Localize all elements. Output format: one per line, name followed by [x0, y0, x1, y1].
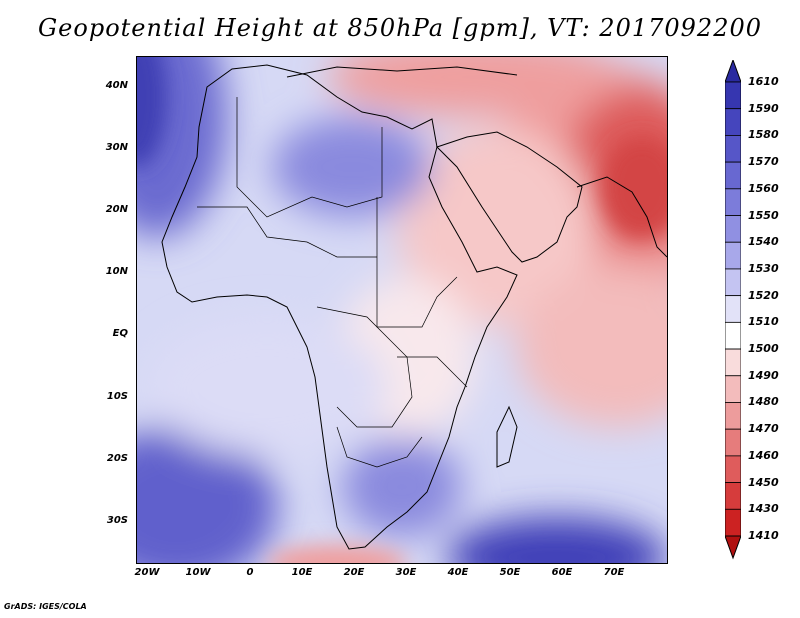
colorbar-boxes: [725, 81, 741, 537]
high-height-region-s-indian-ocean: [447, 517, 667, 563]
colorbar-label: 1520: [748, 288, 779, 302]
lat-label-40n: 40N: [105, 80, 128, 91]
colorbar-box: [725, 375, 741, 403]
colorbar-box: [725, 428, 741, 457]
colorbar-bottom-arrow: [725, 535, 741, 560]
lat-label-30s: 30S: [106, 515, 128, 526]
high-height-region-s-atlantic: [137, 427, 277, 563]
lon-label-0: 0: [246, 567, 254, 578]
lon-label-40e: 40E: [447, 567, 469, 578]
map-title: Geopotential Height at 850hPa [gpm], VT:…: [38, 14, 762, 42]
border-sahel: [197, 206, 377, 258]
lat-label-30n: 30N: [105, 142, 128, 153]
colorbar-top-arrow: [725, 60, 741, 83]
lat-label-10n: 10N: [105, 266, 128, 277]
madagascar-coastline: [496, 405, 518, 468]
colorbar-label: 1410: [748, 529, 779, 542]
colorbar-label: 1540: [748, 235, 779, 249]
colorbar-box: [725, 508, 741, 537]
colorbar-box: [725, 268, 741, 297]
india-coastline: [576, 176, 667, 258]
colorbar-box: [725, 482, 741, 510]
country-borders: [197, 97, 468, 468]
colorbar-label: 1550: [748, 208, 779, 222]
colorbar-label: 1470: [748, 422, 779, 436]
lon-label-20w: 20W: [134, 567, 160, 578]
high-height-edge-nw: [137, 57, 167, 167]
grads-credit: GrADS: IGES/COLA: [4, 602, 87, 611]
colorbar-box: [725, 402, 741, 430]
colorbar-box: [725, 188, 741, 216]
colorbar-box: [725, 108, 741, 136]
colorbar-label: 1610: [748, 75, 779, 88]
colorbar-label: 1530: [748, 261, 779, 275]
high-height-region-southern-africa: [342, 437, 462, 537]
lat-label-20n: 20N: [105, 204, 128, 215]
colorbar-label: 1560: [748, 181, 779, 195]
colorbar-box: [725, 161, 741, 190]
colorbar-box: [725, 295, 741, 323]
arabian-peninsula-coastline: [436, 131, 583, 263]
border-central-africa: [316, 306, 413, 428]
colorbar-box: [725, 241, 741, 270]
colorbar-label: 1500: [748, 342, 779, 356]
lon-label-10w: 10W: [185, 567, 211, 578]
high-height-region-libya: [272, 117, 432, 217]
low-height-region-east-africa: [397, 127, 597, 327]
colorbar-label: 1430: [748, 502, 779, 516]
colorbar-label: 1450: [748, 475, 779, 489]
colorbar-box: [725, 321, 741, 350]
coastlines: [161, 64, 667, 550]
colorbar-label: 1570: [748, 155, 779, 169]
colorbar-box: [725, 81, 741, 110]
southern-europe-coastline: [286, 66, 518, 78]
map-plot-area: [136, 56, 668, 564]
colorbar-label: 1510: [748, 315, 779, 329]
border-southern-africa: [336, 426, 423, 468]
low-height-region-mediterranean: [327, 57, 627, 117]
lon-label-70e: 70E: [603, 567, 625, 578]
geopotential-map: [137, 57, 667, 563]
low-height-region-indian-ocean: [517, 267, 667, 427]
colorbar-box: [725, 135, 741, 163]
lon-label-20e: 20E: [343, 567, 365, 578]
lat-label-20s: 20S: [106, 453, 128, 464]
border-east-africa: [397, 356, 468, 388]
low-height-region-south-tip: [267, 545, 407, 563]
colorbar-label: 1580: [748, 128, 779, 142]
colorbar: [725, 60, 741, 560]
colorbar-box: [725, 455, 741, 483]
border-sahara: [236, 97, 383, 218]
lon-label-50e: 50E: [499, 567, 521, 578]
lon-label-30e: 30E: [395, 567, 417, 578]
lon-label-60e: 60E: [551, 567, 573, 578]
border-sudan: [376, 197, 458, 328]
colorbar-label: 1590: [748, 101, 779, 115]
lat-label-eq: EQ: [112, 328, 128, 339]
lon-label-10e: 10E: [291, 567, 313, 578]
africa-coastline: [161, 64, 518, 550]
colorbar-box: [725, 348, 741, 377]
lat-label-10s: 10S: [106, 391, 128, 402]
low-height-minimum: [602, 137, 667, 237]
field-region-gulf-of-guinea: [147, 317, 387, 457]
colorbar-label: 1490: [748, 368, 779, 382]
colorbar-label: 1460: [748, 448, 779, 462]
colorbar-label: 1480: [748, 395, 779, 409]
colorbar-box: [725, 215, 741, 243]
